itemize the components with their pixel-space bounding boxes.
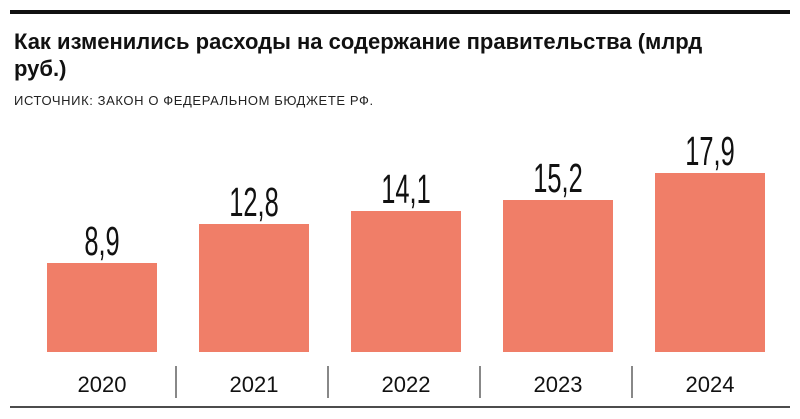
value-label-2020: 8,9 [84,219,119,265]
value-label-2023: 15,2 [533,156,582,202]
chart-subtitle: ИСТОЧНИК: ЗАКОН О ФЕДЕРАЛЬНОМ БЮДЖЕТЕ РФ… [14,93,374,108]
bar-2023 [503,200,613,352]
value-label-2021: 12,8 [229,180,278,226]
value-label-2022: 14,1 [381,167,430,213]
bar-2022 [351,211,461,352]
category-label-2024: 2024 [686,372,735,397]
value-label-2024: 17,9 [685,129,734,175]
chart-title: Как изменились расходы на содержание пра… [14,29,703,81]
bar-2020 [47,263,157,352]
category-label-2023: 2023 [534,372,583,397]
category-label-2022: 2022 [382,372,431,397]
category-label-2021: 2021 [230,372,279,397]
bar-2024 [655,173,765,352]
category-label-2020: 2020 [78,372,127,397]
bar-2021 [199,224,309,352]
top-rule [10,10,790,14]
